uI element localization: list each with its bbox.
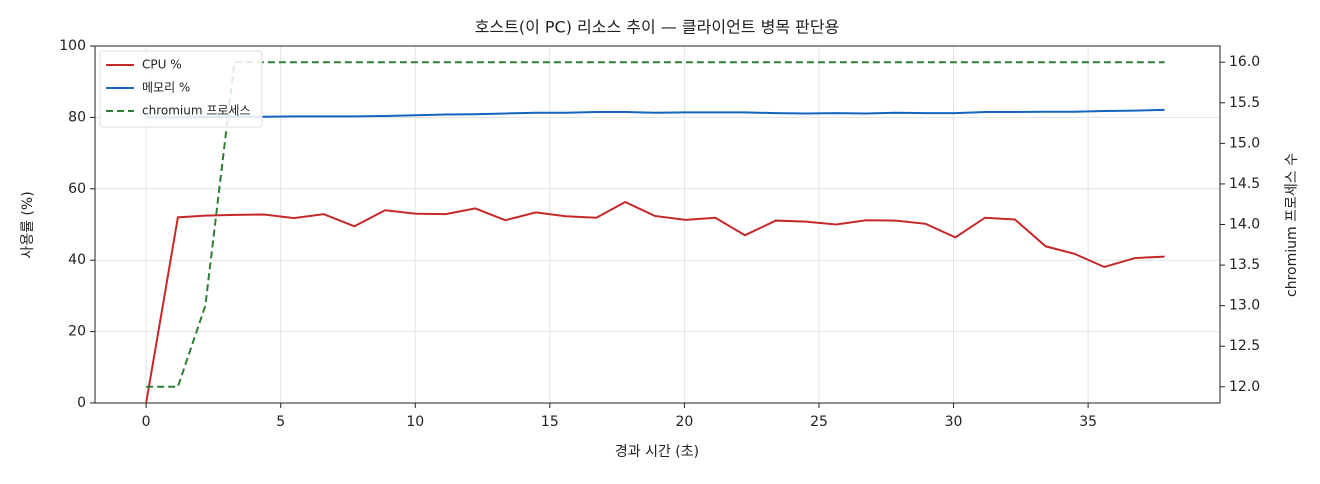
y-tick-label: 40 [68, 252, 86, 268]
series-line [145, 200, 1165, 404]
x-tick-label: 5 [276, 414, 285, 430]
x-tick-label: 10 [406, 414, 424, 430]
series-line [146, 108, 1165, 119]
y-tick-label: 60 [68, 181, 86, 197]
y-tick-label: 100 [59, 38, 86, 54]
y2-tick-label: 15.0 [1229, 135, 1260, 151]
series-line [146, 61, 1165, 388]
x-axis-label: 경과 시간 (초) [615, 444, 699, 460]
x-tick-label: 25 [810, 414, 828, 430]
legend-label: CPU % [142, 58, 182, 72]
x-tick-label: 20 [675, 414, 693, 430]
y2-tick-label: 15.5 [1229, 95, 1260, 111]
chart-title: 호스트(이 PC) 리소스 추이 — 클라이언트 병목 판단용 [475, 18, 840, 37]
y2-tick-label: 13.5 [1229, 257, 1260, 273]
y2-tick-label: 14.0 [1229, 217, 1260, 233]
y2-tick-label: 13.0 [1229, 298, 1260, 314]
y2-tick-label: 16.0 [1229, 54, 1260, 70]
x-tick-label: 15 [541, 414, 559, 430]
y-tick-label: 80 [68, 109, 86, 125]
legend: CPU % 메모리 % chromium 프로세스 [99, 50, 263, 128]
legend-box [99, 50, 263, 128]
x-tick-label: 30 [945, 414, 963, 430]
y2-tick-label: 12.5 [1229, 338, 1260, 354]
y2-axis-label: chromium 프로세스 수 [1284, 153, 1300, 297]
x-tick-label: 35 [1079, 414, 1097, 430]
legend-label: chromium 프로세스 [142, 104, 251, 118]
x-tick-label: 0 [142, 414, 151, 430]
y2-tick-label: 12.0 [1229, 379, 1260, 395]
y-tick-label: 20 [68, 324, 86, 340]
y2-tick-label: 14.5 [1229, 176, 1260, 192]
y-tick-label: 0 [77, 395, 86, 411]
legend-label: 메모리 % [142, 81, 190, 95]
y-axis-label: 사용률 (%) [20, 191, 36, 258]
plot-frame [94, 45, 1221, 404]
